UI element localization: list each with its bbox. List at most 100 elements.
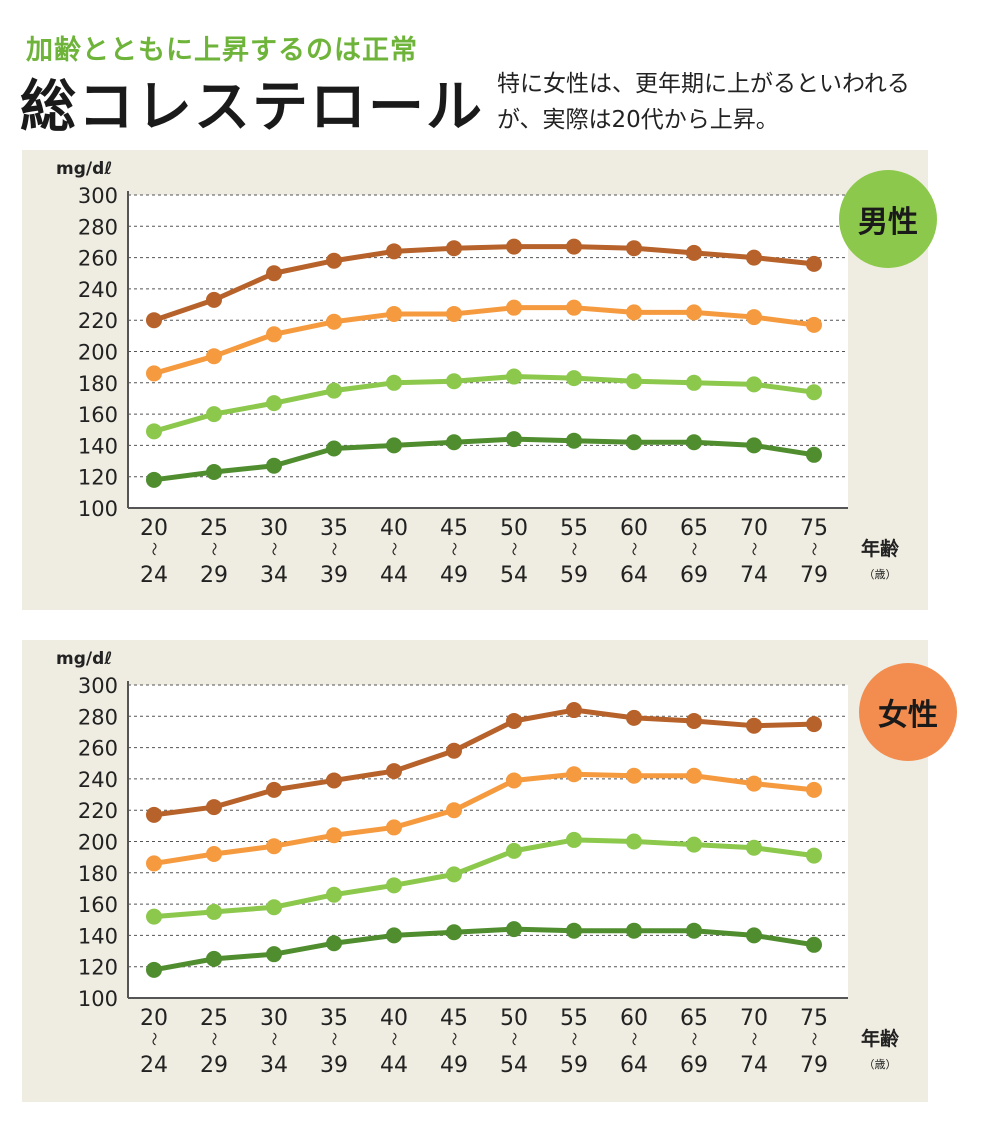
female-x-tick-start: 30 <box>260 1006 288 1031</box>
male-y-tick-label: 240 <box>78 278 118 302</box>
female-series-1-point <box>806 716 822 733</box>
male-x-tick-range-mark: 〜 <box>145 542 161 556</box>
female-x-tick-end: 59 <box>560 1053 588 1078</box>
male-x-tick-start: 60 <box>620 516 648 541</box>
female-series-2-point <box>686 767 702 784</box>
female-series-4-point <box>506 921 522 938</box>
male-series-4-point <box>266 457 282 474</box>
male-x-tick-end: 29 <box>200 563 228 588</box>
male-series-3-point <box>446 373 462 390</box>
male-series-4-point <box>566 432 582 449</box>
female-x-tick-start: 45 <box>440 1006 468 1031</box>
female-series-1-point <box>566 702 582 719</box>
female-x-tick-end: 29 <box>200 1053 228 1078</box>
female-badge: 女性 <box>859 663 957 761</box>
female-series-4-point <box>686 922 702 939</box>
female-series-3-point <box>506 842 522 859</box>
male-x-tick-range-mark: 〜 <box>205 542 221 556</box>
male-x-tick-start: 45 <box>440 516 468 541</box>
female-x-tick-end: 79 <box>800 1053 828 1078</box>
male-unit-label: mg/dℓ <box>56 159 112 179</box>
male-series-1-point <box>446 240 462 257</box>
male-x-tick-end: 64 <box>620 563 648 588</box>
female-x-tick-end: 74 <box>740 1053 768 1078</box>
male-x-tick-start: 35 <box>320 516 348 541</box>
male-y-tick-label: 120 <box>78 466 118 490</box>
female-x-tick-start: 65 <box>680 1006 708 1031</box>
chart-title: 総コレステロール <box>20 75 484 140</box>
chart-description: 特に女性は、更年期に上がるといわれるが、実際は20代から上昇。 <box>497 71 910 133</box>
female-series-3-point <box>146 908 162 925</box>
female-series-4-point <box>386 927 402 944</box>
female-y-tick-label: 240 <box>78 768 118 792</box>
female-chart-panel: mg/dℓ 100 120 140 160 180 200 220 240 260 280 300 20… <box>22 640 928 1102</box>
female-y-tick-label: 160 <box>78 893 118 917</box>
male-series-4-point <box>146 471 162 488</box>
female-series-4-point <box>326 935 342 952</box>
female-x-tick-range-mark: 〜 <box>805 1032 821 1046</box>
female-series-1-point <box>206 799 222 816</box>
female-x-tick-range-mark: 〜 <box>565 1032 581 1046</box>
male-series-2-point <box>566 299 582 316</box>
male-x-tick-start: 30 <box>260 516 288 541</box>
male-series-2-point <box>626 304 642 321</box>
female-y-tick-label: 220 <box>78 799 118 823</box>
female-x-tick-end: 54 <box>500 1053 528 1078</box>
female-y-tick-label: 100 <box>78 987 118 1011</box>
male-x-tick-end: 79 <box>800 563 828 588</box>
male-x-tick-end: 34 <box>260 563 288 588</box>
male-x-tick-start: 65 <box>680 516 708 541</box>
female-chart: mg/dℓ 100 120 140 160 180 200 220 240 260 280 300 20… <box>56 649 900 1078</box>
male-x-tick-range-mark: 〜 <box>625 542 641 556</box>
male-series-4-line <box>151 436 817 483</box>
male-y-tick-label: 200 <box>78 341 118 365</box>
female-x-tick-range-mark: 〜 <box>385 1032 401 1046</box>
male-x-tick-end: 54 <box>500 563 528 588</box>
male-x-tick-start: 55 <box>560 516 588 541</box>
female-series-3-point <box>206 903 222 920</box>
female-x-tick-start: 55 <box>560 1006 588 1031</box>
male-x-tick-end: 49 <box>440 563 468 588</box>
female-series-1-line <box>151 707 817 818</box>
female-series-2-point <box>266 838 282 855</box>
female-y-tick-label: 120 <box>78 956 118 980</box>
female-series-3-point <box>326 886 342 903</box>
female-series-2-point <box>446 802 462 819</box>
female-x-tick-end: 39 <box>320 1053 348 1078</box>
female-x-tick-start: 40 <box>380 1006 408 1031</box>
female-series-4-point <box>626 922 642 939</box>
female-x-axis-label: 年齢 <box>861 1027 900 1050</box>
female-x-tick-range-mark: 〜 <box>505 1032 521 1046</box>
male-series-2-point <box>746 309 762 326</box>
male-series-1-point <box>326 252 342 269</box>
male-y-tick-label: 140 <box>78 434 118 458</box>
female-series-2-line <box>151 771 817 866</box>
male-y-tick-label: 280 <box>78 215 118 239</box>
male-y-tick-label: 180 <box>78 372 118 396</box>
female-series-2-point <box>566 766 582 783</box>
female-series-3-point <box>386 877 402 894</box>
male-series-4-point <box>626 434 642 451</box>
male-series-1-point <box>566 238 582 255</box>
male-series-2-point <box>686 304 702 321</box>
male-series-3-point <box>506 368 522 385</box>
female-series-4-line <box>151 926 817 973</box>
chart-subtitle: 加齢とともに上昇するのは正常 <box>26 35 418 66</box>
female-x-tick-start: 20 <box>140 1006 168 1031</box>
male-series-2-point <box>266 326 282 343</box>
male-x-tick-start: 70 <box>740 516 768 541</box>
male-chart-panel: mg/dℓ 100 120 140 160 180 200 220 240 260 280 300 20… <box>22 150 928 610</box>
female-x-tick-range-mark: 〜 <box>745 1032 761 1046</box>
female-series-4-point <box>746 927 762 944</box>
male-series-2-point <box>326 313 342 330</box>
male-series-3-line <box>151 374 817 434</box>
male-series-4-point <box>806 446 822 463</box>
female-series-4-point <box>266 946 282 963</box>
female-x-tick-range-mark: 〜 <box>265 1032 281 1046</box>
female-series-2-point <box>626 767 642 784</box>
female-series-1-point <box>266 781 282 798</box>
male-x-tick-range-mark: 〜 <box>325 542 341 556</box>
male-y-tick-label: 160 <box>78 403 118 427</box>
male-series-4-point <box>446 434 462 451</box>
female-x-tick-start: 25 <box>200 1006 228 1031</box>
